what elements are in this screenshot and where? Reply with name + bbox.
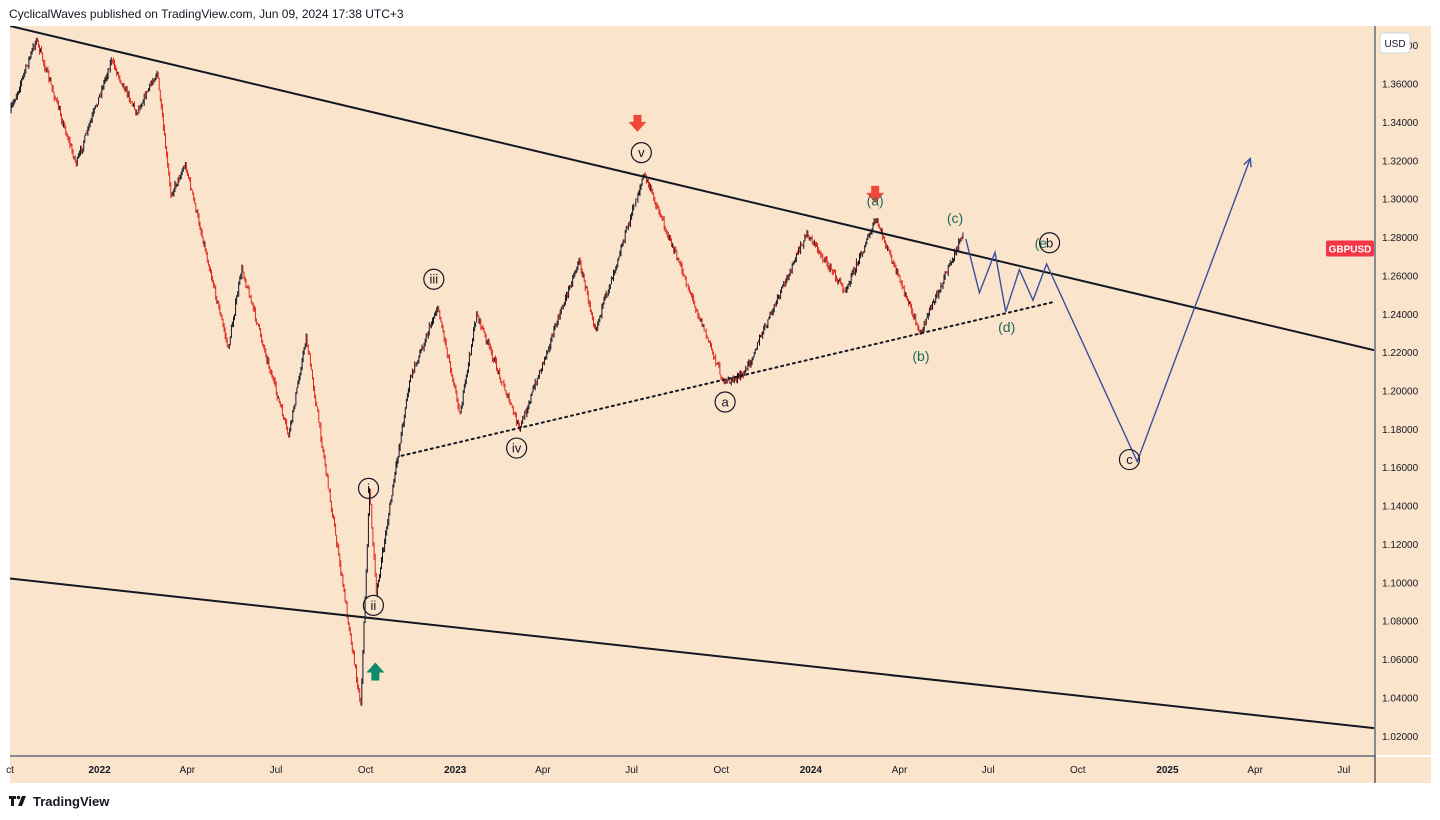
price-axis-labels: 1.380001.360001.340001.320001.300001.280… [1382,41,1419,743]
price-tick-label: 1.06000 [1382,655,1419,666]
wave-label: (b) [912,348,929,364]
trendline-lower [10,577,1374,730]
arrow-down-icon [628,114,647,132]
price-tick-label: 1.16000 [1382,463,1419,474]
tradingview-logo-icon [9,795,26,806]
price-tag: GBPUSD [1326,240,1374,257]
wave-label-circle [1038,232,1061,254]
trendline-support [400,301,1054,457]
wave-label: (c) [947,210,963,226]
time-tick-label: Jul [270,765,283,776]
time-tick-label: 2025 [1156,765,1179,776]
tradingview-brand: TradingView [33,793,110,809]
price-tick-label: 1.08000 [1382,617,1419,628]
publisher-caption: CyclicalWaves published on TradingView.c… [9,7,404,21]
wave-label-circle [630,142,652,164]
price-tick-label: 1.24000 [1382,310,1419,321]
wave-label-circle [423,268,445,290]
time-axis-labels: ct 2022 Apr Jul Oct 2023 Apr Jul Oct 2024 Apr Jul Oc… [6,765,1350,776]
price-tick-label: 1.30000 [1382,195,1419,206]
wave-label-circle [357,477,380,499]
price-tick-label: 1.34000 [1382,118,1419,129]
price-tick-label: 1.20000 [1382,387,1419,398]
price-tick-label: 1.04000 [1382,693,1419,704]
price-tick-label: 1.32000 [1382,156,1419,167]
wave-label: (e [1035,235,1048,251]
wave-label: iv [512,441,522,456]
price-axis[interactable] [1376,26,1431,755]
wave-label: b [1046,235,1053,250]
wave-label: c [1126,452,1133,467]
time-tick-label: 2023 [444,765,467,776]
price-tag-box [1326,240,1374,257]
time-tick-label: Apr [535,765,551,776]
time-tick-label: 2024 [800,765,823,776]
wave-label-circle [362,594,385,616]
wave-label: iii [429,272,438,287]
time-tick-label: Jul [982,765,995,776]
time-tick-label: Apr [1247,765,1263,776]
time-tick-label: Oct [358,765,374,776]
time-tick-label: Apr [180,765,196,776]
time-tick-label: 2022 [89,765,112,776]
time-tick-label: Oct [1070,765,1086,776]
wave-label: (d) [998,319,1015,335]
wave-label: a [722,395,730,410]
wave-label: v [638,145,645,160]
currency-label: USD [1384,39,1405,50]
price-tick-label: 1.18000 [1382,425,1419,436]
currency-badge[interactable]: USD [1379,32,1411,54]
arrow-up-icon [366,662,385,681]
trendline-upper [10,26,1374,352]
arrow-down-icon [866,185,885,203]
tradingview-footer: TradingView [9,792,109,810]
price-tick-label: 1.28000 [1382,233,1419,244]
plot-area[interactable] [10,26,1374,755]
price-tick-label: 1.02000 [1382,732,1419,743]
time-tick-label: Apr [892,765,908,776]
wave-label-circle [714,391,736,413]
price-tick-label: 1.36000 [1382,80,1419,91]
time-tick-label: Jul [1337,765,1350,776]
time-axis[interactable] [10,757,1431,783]
price-tick-label: 1.26000 [1382,271,1419,282]
price-tick-label: 1.10000 [1382,578,1419,589]
wave-label: ii [371,598,377,613]
wave-label-circle [1118,448,1141,471]
price-tick-label: 1.14000 [1382,502,1419,513]
time-tick-label: Jul [625,765,638,776]
price-tick-label: 1.12000 [1382,540,1419,551]
drawings [10,26,1374,730]
wave-label-circle [506,437,528,459]
price-tick-label: 1.22000 [1382,348,1419,359]
projection-arrowhead [1243,156,1252,168]
wave-label: (a) [867,193,884,209]
candles [10,37,964,706]
price-tag-label: GBPUSD [1329,245,1372,256]
time-tick-label: ct [6,765,14,776]
projection-path [965,158,1251,464]
time-tick-label: Oct [713,765,729,776]
wave-label: i [367,481,370,496]
